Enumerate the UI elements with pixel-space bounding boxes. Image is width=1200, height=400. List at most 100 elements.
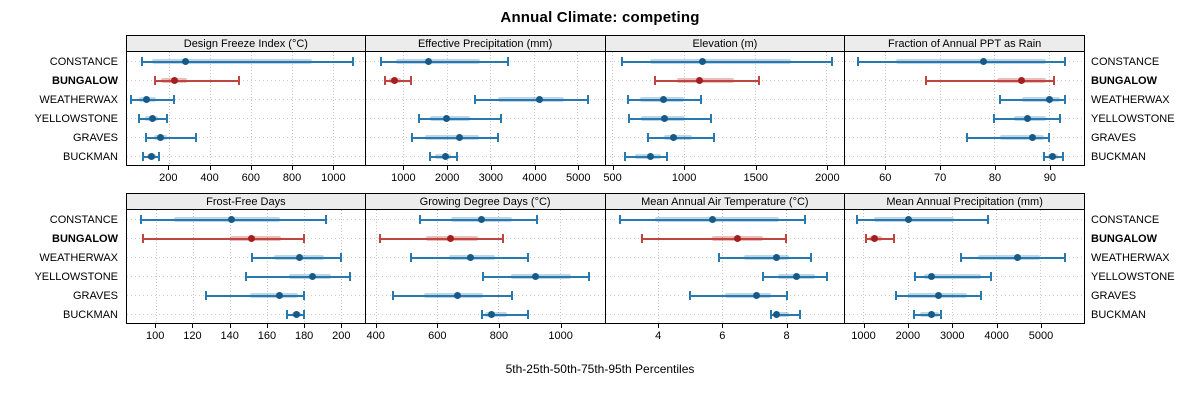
- whisker-cap: [717, 253, 720, 262]
- axis-tick: [952, 324, 954, 328]
- whisker-cap: [803, 215, 806, 224]
- median-dot: [228, 216, 236, 223]
- panel-group-top: CONSTANCE BUNGALOW WEATHERWAX YELLOWSTON…: [0, 35, 1200, 193]
- median-dot: [698, 58, 706, 65]
- panel-x-axis: 4 6 8: [606, 324, 846, 351]
- whisker-cap: [410, 133, 413, 142]
- median-dot: [391, 77, 399, 84]
- whisker-cap: [1064, 57, 1067, 66]
- gridline-vertical: [155, 210, 157, 323]
- median-dot: [182, 58, 190, 65]
- gridline-horizontal: [605, 314, 845, 315]
- whisker-cap: [939, 310, 942, 319]
- gridline-vertical: [1049, 52, 1051, 165]
- gridline-horizontal: [127, 257, 365, 258]
- axis-tick-label: 2000: [434, 172, 460, 184]
- whisker-cap: [417, 114, 420, 123]
- gridline-vertical: [995, 210, 997, 323]
- whisker-cap: [379, 234, 382, 243]
- whisker-cap: [204, 291, 207, 300]
- axis-tick-label: 120: [183, 330, 202, 342]
- whisker-cap: [895, 291, 898, 300]
- whisker-cap: [810, 253, 813, 262]
- whisker-cap: [1058, 114, 1061, 123]
- gridline-horizontal: [127, 137, 365, 138]
- whisker-cap: [391, 291, 394, 300]
- axis-tick-label: 100: [146, 330, 165, 342]
- panel-x-axis: 500 1000 1500 2000: [603, 166, 846, 193]
- gridline-vertical: [303, 210, 305, 323]
- axis-tick: [612, 166, 614, 170]
- whisker-cap: [497, 133, 500, 142]
- median-dot: [157, 134, 165, 141]
- gridline-vertical: [755, 52, 757, 165]
- whisker-cap: [998, 95, 1001, 104]
- percentile-5-95-line: [246, 275, 350, 278]
- row-label: YELLOWSTONE: [1091, 113, 1175, 125]
- gridline-vertical: [994, 52, 996, 165]
- whisker-cap: [784, 234, 787, 243]
- percentile-5-95-line: [475, 98, 588, 101]
- axis-tick-label: 5000: [1028, 330, 1054, 342]
- gridline-vertical: [826, 52, 828, 165]
- axis-tick: [578, 166, 580, 170]
- gridline-vertical: [168, 52, 170, 165]
- gridline-vertical: [612, 52, 614, 165]
- panel-title-strip: Growing Degree Days (°C): [365, 193, 606, 210]
- panel-title-strip: Elevation (m): [605, 35, 846, 52]
- axis-tick: [209, 166, 211, 170]
- whisker-cap: [912, 310, 915, 319]
- panel-x-axis: 400 600 800 1000: [366, 324, 606, 351]
- percentile-5-95-line: [482, 313, 529, 316]
- whisker-cap: [339, 253, 342, 262]
- whisker-cap: [302, 234, 305, 243]
- whisker-cap: [409, 253, 412, 262]
- median-dot: [1013, 254, 1021, 261]
- median-dot: [148, 153, 156, 160]
- gridline-horizontal: [845, 118, 1084, 119]
- axis-tick-label: 5000: [565, 172, 591, 184]
- gridline-horizontal: [127, 314, 365, 315]
- whisker-cap: [153, 76, 156, 85]
- axis-tick-label: 500: [603, 172, 622, 184]
- axis-tick-label: 800: [282, 172, 302, 184]
- gridline-vertical: [437, 210, 439, 323]
- panel-design-freeze-index-c: Design Freeze Index (°C) 200 400 600 800 1000: [126, 35, 366, 193]
- median-dot: [1023, 115, 1031, 122]
- row-label: WEATHERWAX: [39, 94, 118, 106]
- whisker-cap: [429, 152, 432, 161]
- whisker-cap: [173, 95, 176, 104]
- axis-tick-label: 3000: [478, 172, 504, 184]
- percentile-5-95-line: [856, 218, 988, 221]
- panel-x-axis: 1000 2000 3000 4000 5000: [366, 166, 606, 193]
- whisker-cap: [481, 310, 484, 319]
- whisker-cap: [831, 57, 834, 66]
- median-dot: [927, 311, 935, 318]
- whisker-cap: [286, 310, 289, 319]
- median-dot: [296, 254, 304, 261]
- median-dot: [171, 77, 179, 84]
- gridline-vertical: [951, 210, 953, 323]
- whisker-cap: [647, 133, 650, 142]
- whisker-cap: [1064, 95, 1067, 104]
- axis-tick: [995, 166, 997, 170]
- panel-plot-area: [365, 52, 606, 166]
- whisker-cap: [1048, 133, 1051, 142]
- whisker-cap: [526, 253, 529, 262]
- percentile-5-95-line: [142, 60, 354, 63]
- percentile-5-95-line: [648, 136, 715, 139]
- panels-row-1: Design Freeze Index (°C) 200 400 600 800 1000…: [126, 35, 1085, 193]
- row-label: CONSTANCE: [1091, 56, 1160, 68]
- whisker-cap: [1062, 152, 1065, 161]
- axis-tick: [722, 324, 724, 328]
- percentile-5-95-line: [251, 256, 341, 259]
- whisker-cap: [140, 215, 143, 224]
- gridline-horizontal: [845, 314, 1084, 315]
- whisker-cap: [993, 114, 996, 123]
- axis-tick-label: 1000: [391, 172, 416, 184]
- whisker-cap: [535, 215, 538, 224]
- median-dot: [661, 115, 669, 122]
- whisker-cap: [864, 234, 867, 243]
- gridline-vertical: [446, 52, 448, 165]
- axis-tick: [292, 166, 294, 170]
